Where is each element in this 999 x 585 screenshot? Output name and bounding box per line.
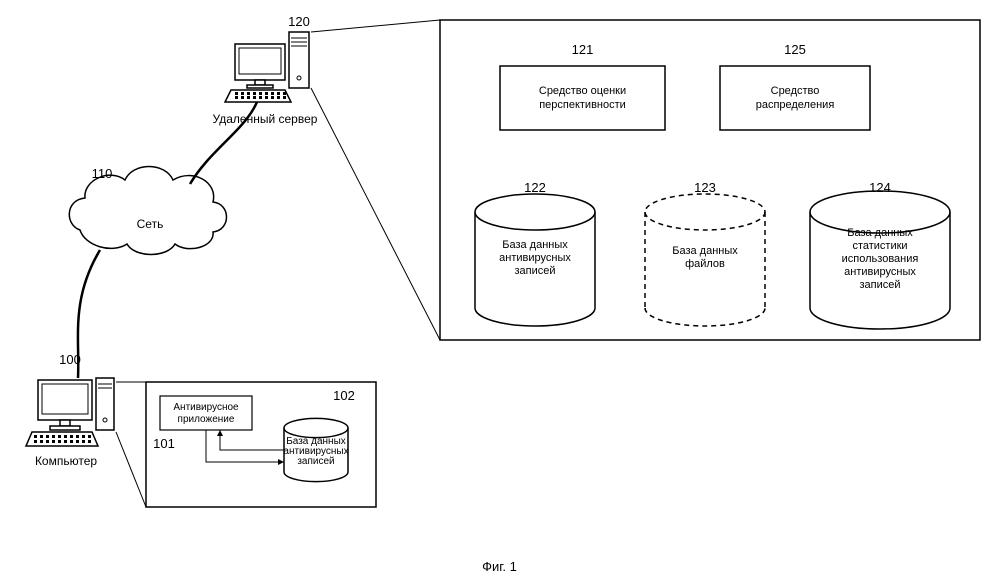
server-detail-box: 121 Средство оценки перспективности 125 Сред…: [440, 20, 980, 340]
network-cloud: 110 Сеть: [69, 166, 226, 255]
client-db-id-label: 102: [333, 388, 355, 403]
svg-text:статистики: статистики: [852, 240, 907, 252]
diagram-canvas: 100Компьютер 120 Удаленный сервер 110 Сеть Ан…: [0, 0, 999, 585]
svg-text:файлов: файлов: [685, 258, 725, 270]
svg-text:Антивирусное: Антивирусное: [173, 402, 239, 413]
network-label: Сеть: [137, 217, 164, 231]
db-stats-id-label: 124: [869, 180, 891, 195]
figure-caption: Фиг. 1: [482, 559, 517, 574]
computer-label: Компьютер: [35, 454, 97, 468]
server-icon: 120 Удаленный сервер: [213, 14, 318, 126]
svg-text:использования: использования: [842, 253, 919, 265]
svg-text:База данных: База данных: [847, 227, 913, 239]
server-id-label: 120: [288, 14, 310, 29]
svg-text:записей: записей: [297, 456, 334, 467]
svg-text:перспективности: перспективности: [539, 99, 626, 111]
svg-text:записей: записей: [514, 265, 555, 277]
computer-icon: 100Компьютер: [26, 352, 114, 468]
svg-text:распределения: распределения: [756, 99, 835, 111]
svg-text:приложение: приложение: [178, 414, 235, 425]
svg-text:Средство оценки: Средство оценки: [539, 85, 626, 97]
app-id-label: 101: [153, 436, 175, 451]
svg-text:База данных: База данных: [672, 245, 738, 257]
eval-tool-box: [500, 66, 665, 130]
network-id-label: 110: [92, 166, 113, 181]
db-files-id-label: 123: [694, 180, 716, 195]
dist-tool-box: [720, 66, 870, 130]
svg-text:записей: записей: [859, 279, 900, 291]
server-label: Удаленный сервер: [213, 112, 318, 126]
svg-text:антивирусных: антивирусных: [499, 252, 571, 264]
svg-text:Средство: Средство: [771, 85, 820, 97]
svg-text:База данных: База данных: [502, 239, 568, 251]
client-detail-box: Антивирусноеприложение101База данныханти…: [146, 382, 376, 507]
dist-id-label: 125: [784, 42, 806, 57]
eval-id-label: 121: [572, 42, 594, 57]
svg-text:антивирусных: антивирусных: [844, 266, 916, 278]
db-av-id-label: 122: [524, 180, 546, 195]
